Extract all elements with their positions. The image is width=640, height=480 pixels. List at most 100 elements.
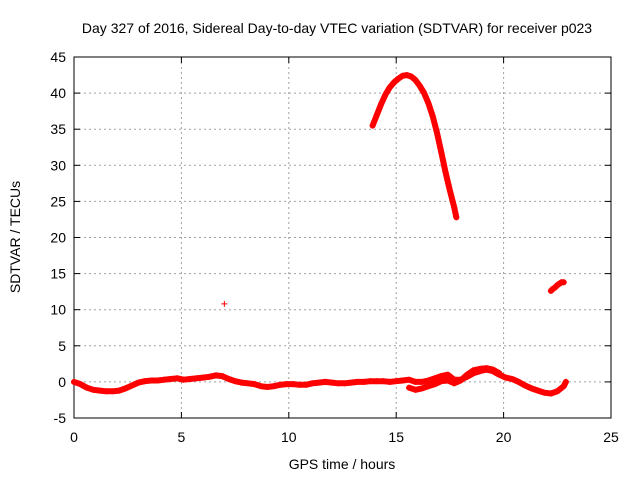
data-point-marker xyxy=(264,383,271,390)
data-point-marker xyxy=(403,72,410,79)
data-point-marker xyxy=(283,381,290,388)
data-point-marker xyxy=(554,388,561,395)
data-point-marker xyxy=(496,370,503,377)
data-point-marker xyxy=(251,381,258,388)
data-point-marker xyxy=(186,376,193,383)
data-point-marker xyxy=(128,382,135,389)
data-point-marker xyxy=(380,378,387,385)
data-point-marker xyxy=(412,378,419,385)
data-points xyxy=(71,72,569,397)
y-tick-label: 0 xyxy=(58,374,66,390)
data-point-marker xyxy=(446,187,453,194)
data-point-marker xyxy=(522,382,529,389)
chart-title: Day 327 of 2016, Sidereal Day-to-day VTE… xyxy=(82,20,592,36)
data-point-marker xyxy=(154,377,161,384)
data-point-marker xyxy=(206,373,213,380)
data-point-marker xyxy=(470,367,477,374)
data-point-marker xyxy=(193,375,200,382)
data-point-marker xyxy=(116,387,123,394)
y-tick-label: 20 xyxy=(50,230,66,246)
data-point-marker xyxy=(302,381,309,388)
data-point-marker xyxy=(412,386,419,393)
data-point-marker xyxy=(438,378,445,385)
data-point-marker xyxy=(418,378,425,385)
grid-lines xyxy=(74,57,611,418)
data-point-marker xyxy=(373,111,380,118)
data-point-marker xyxy=(219,373,226,380)
data-point-marker xyxy=(221,300,228,307)
data-point-marker xyxy=(199,374,206,381)
data-point-marker xyxy=(135,379,142,386)
data-point-marker xyxy=(453,214,460,221)
data-point-marker xyxy=(77,381,84,388)
data-point-marker xyxy=(322,378,329,385)
data-point-marker xyxy=(534,387,541,394)
data-point-marker xyxy=(174,375,181,382)
data-point-marker xyxy=(360,378,367,385)
data-point-marker xyxy=(238,379,245,386)
data-point-marker xyxy=(257,383,264,390)
y-tick-label: 45 xyxy=(50,49,66,65)
y-tick-label: 10 xyxy=(50,302,66,318)
data-point-marker xyxy=(412,77,419,84)
data-point-marker xyxy=(444,371,451,378)
data-point-marker xyxy=(391,79,398,86)
x-tick-label: 10 xyxy=(281,429,297,445)
data-point-marker xyxy=(429,113,436,120)
data-point-marker xyxy=(560,279,567,286)
data-point-marker xyxy=(560,383,567,390)
data-point-marker xyxy=(395,75,402,82)
data-point-marker xyxy=(444,377,451,384)
data-point-marker xyxy=(528,385,535,392)
data-point-marker xyxy=(434,129,441,136)
data-point-marker xyxy=(277,381,284,388)
y-tick-label: 5 xyxy=(58,338,66,354)
data-point-marker xyxy=(438,373,445,380)
data-point-marker xyxy=(418,385,425,392)
data-point-marker xyxy=(515,378,522,385)
y-tick-label: 25 xyxy=(50,193,66,209)
data-point-marker xyxy=(96,387,103,394)
series-2 xyxy=(369,72,460,221)
data-point-marker xyxy=(425,100,432,107)
x-tick-label: 20 xyxy=(496,429,512,445)
data-point-marker xyxy=(464,371,471,378)
data-point-marker xyxy=(335,380,342,387)
data-point-marker xyxy=(122,385,129,392)
data-point-marker xyxy=(109,388,116,395)
x-axis-label: GPS time / hours xyxy=(289,456,396,472)
data-point-marker xyxy=(442,169,449,176)
data-point-marker xyxy=(431,375,438,382)
x-tick-label: 25 xyxy=(603,429,619,445)
data-point-marker xyxy=(483,365,490,372)
data-point-marker xyxy=(148,377,155,384)
data-point-marker xyxy=(167,376,174,383)
data-point-marker xyxy=(341,380,348,387)
data-point-marker xyxy=(244,380,251,387)
data-point-marker xyxy=(421,90,428,97)
data-point-marker xyxy=(103,388,110,395)
data-point-marker xyxy=(315,379,322,386)
data-point-marker xyxy=(399,72,406,79)
series-1 xyxy=(406,365,503,393)
data-point-marker xyxy=(406,376,413,383)
y-tick-label: -5 xyxy=(54,410,67,426)
data-point-marker xyxy=(406,384,413,391)
data-point-marker xyxy=(541,389,548,396)
series-4 xyxy=(221,300,228,307)
y-axis-label: SDTVAR / TECUs xyxy=(7,181,23,293)
data-point-marker xyxy=(71,378,77,385)
data-point-marker xyxy=(425,377,432,384)
y-tick-label: 40 xyxy=(50,85,66,101)
data-point-marker xyxy=(378,100,385,107)
data-point-marker xyxy=(367,378,374,385)
data-point-marker xyxy=(451,204,458,211)
data-point-marker xyxy=(225,376,232,383)
data-point-marker xyxy=(399,377,406,384)
data-point-marker xyxy=(438,149,445,156)
data-point-marker xyxy=(382,91,389,98)
data-point-marker xyxy=(393,378,400,385)
y-tick-label: 30 xyxy=(50,157,66,173)
data-point-marker xyxy=(83,384,90,391)
